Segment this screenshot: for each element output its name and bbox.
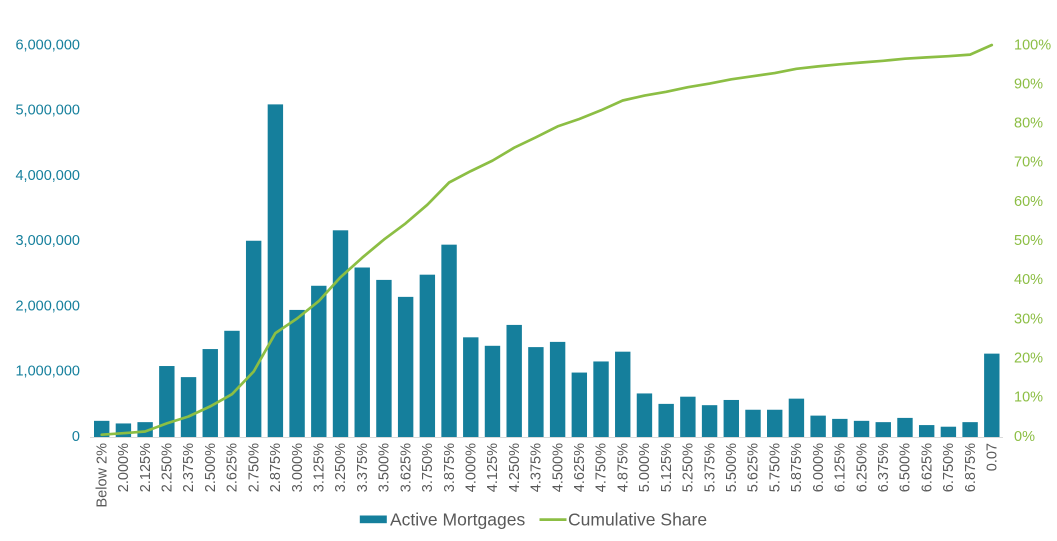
svg-text:2.125%: 2.125% — [138, 443, 154, 492]
svg-text:3.875%: 3.875% — [442, 443, 458, 492]
svg-text:5,000,000: 5,000,000 — [15, 103, 80, 119]
svg-text:3.375%: 3.375% — [355, 443, 371, 492]
svg-text:3.125%: 3.125% — [312, 443, 328, 492]
svg-text:6.375%: 6.375% — [876, 443, 892, 492]
svg-text:Cumulative Share: Cumulative Share — [568, 510, 707, 530]
svg-text:40%: 40% — [1014, 272, 1043, 288]
svg-text:6.500%: 6.500% — [898, 443, 914, 492]
svg-text:2,000,000: 2,000,000 — [15, 298, 80, 314]
svg-text:4,000,000: 4,000,000 — [15, 168, 80, 184]
svg-text:2.500%: 2.500% — [203, 443, 219, 492]
svg-text:5.875%: 5.875% — [789, 443, 805, 492]
svg-text:4.500%: 4.500% — [550, 443, 566, 492]
svg-text:0: 0 — [72, 429, 80, 445]
svg-text:5.625%: 5.625% — [746, 443, 762, 492]
svg-text:4.875%: 4.875% — [615, 443, 631, 492]
svg-text:3,000,000: 3,000,000 — [15, 233, 80, 249]
svg-text:0%: 0% — [1014, 429, 1035, 445]
svg-text:4.375%: 4.375% — [529, 443, 545, 492]
svg-text:100%: 100% — [1014, 37, 1051, 53]
svg-text:4.625%: 4.625% — [572, 443, 588, 492]
svg-text:3.000%: 3.000% — [290, 443, 306, 492]
svg-text:3.625%: 3.625% — [398, 443, 414, 492]
svg-text:5.375%: 5.375% — [702, 443, 718, 492]
svg-text:5.250%: 5.250% — [681, 443, 697, 492]
svg-text:4.125%: 4.125% — [485, 443, 501, 492]
svg-text:2.250%: 2.250% — [160, 443, 176, 492]
svg-text:Active Mortgages: Active Mortgages — [390, 510, 525, 530]
svg-text:50%: 50% — [1014, 233, 1043, 249]
svg-text:2.625%: 2.625% — [225, 443, 241, 492]
svg-text:60%: 60% — [1014, 194, 1043, 210]
svg-text:6.625%: 6.625% — [919, 443, 935, 492]
svg-text:80%: 80% — [1014, 116, 1043, 132]
svg-text:10%: 10% — [1014, 390, 1043, 406]
svg-text:4.750%: 4.750% — [594, 443, 610, 492]
svg-text:20%: 20% — [1014, 351, 1043, 367]
svg-text:1,000,000: 1,000,000 — [15, 364, 80, 380]
svg-text:6.250%: 6.250% — [854, 443, 870, 492]
svg-text:2.875%: 2.875% — [268, 443, 284, 492]
svg-text:6.750%: 6.750% — [941, 443, 957, 492]
svg-text:6.000%: 6.000% — [811, 443, 827, 492]
svg-text:90%: 90% — [1014, 76, 1043, 92]
svg-text:6,000,000: 6,000,000 — [15, 37, 80, 53]
svg-text:3.750%: 3.750% — [420, 443, 436, 492]
svg-text:2.750%: 2.750% — [246, 443, 262, 492]
svg-text:3.500%: 3.500% — [377, 443, 393, 492]
svg-text:0.07: 0.07 — [985, 443, 1001, 471]
svg-text:30%: 30% — [1014, 311, 1043, 327]
svg-text:4.000%: 4.000% — [463, 443, 479, 492]
svg-text:2.000%: 2.000% — [116, 443, 132, 492]
svg-text:70%: 70% — [1014, 155, 1043, 171]
svg-text:5.000%: 5.000% — [637, 443, 653, 492]
svg-text:2.375%: 2.375% — [181, 443, 197, 492]
svg-text:Below 2%: Below 2% — [94, 443, 110, 508]
svg-text:6.875%: 6.875% — [963, 443, 979, 492]
svg-text:6.125%: 6.125% — [833, 443, 849, 492]
svg-text:4.250%: 4.250% — [507, 443, 523, 492]
svg-text:5.125%: 5.125% — [659, 443, 675, 492]
svg-text:5.750%: 5.750% — [767, 443, 783, 492]
svg-text:5.500%: 5.500% — [724, 443, 740, 492]
svg-text:3.250%: 3.250% — [333, 443, 349, 492]
